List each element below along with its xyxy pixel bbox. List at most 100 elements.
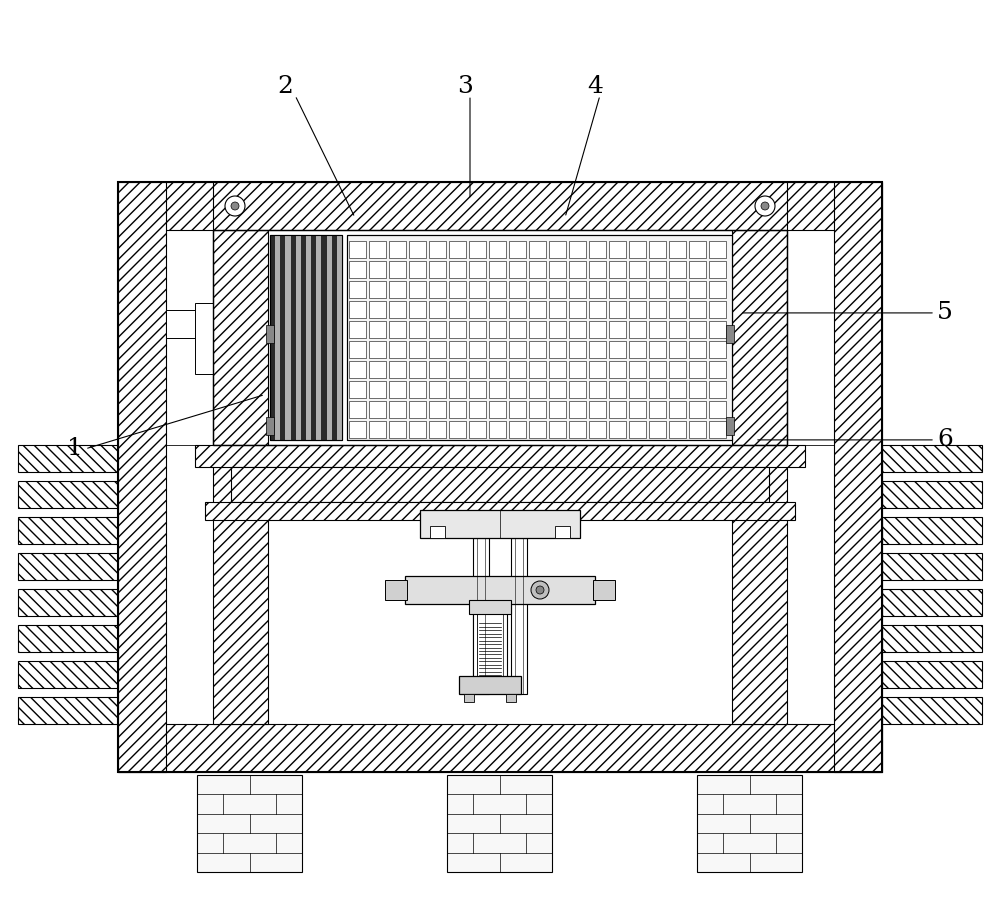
Bar <box>449 421 466 438</box>
Bar <box>349 401 366 418</box>
Bar <box>369 401 386 418</box>
Bar <box>489 421 506 438</box>
Text: 2: 2 <box>277 74 293 98</box>
Circle shape <box>225 196 245 216</box>
Bar <box>509 241 526 258</box>
Bar <box>349 341 366 358</box>
Bar <box>709 321 726 338</box>
Bar <box>509 341 526 358</box>
Bar <box>609 381 626 398</box>
Bar <box>270 235 342 440</box>
Bar <box>589 301 606 318</box>
Bar <box>609 321 626 338</box>
Bar <box>316 235 321 440</box>
Bar <box>629 301 646 318</box>
Bar <box>429 421 446 438</box>
Bar <box>389 401 406 418</box>
Bar <box>347 235 732 440</box>
Bar <box>689 341 706 358</box>
Bar <box>213 182 787 230</box>
Bar <box>489 261 506 278</box>
Bar <box>489 361 506 378</box>
Bar <box>205 502 795 520</box>
Bar <box>469 241 486 258</box>
Bar <box>429 261 446 278</box>
Circle shape <box>536 586 544 594</box>
Bar <box>369 241 386 258</box>
Bar <box>629 261 646 278</box>
Bar <box>369 341 386 358</box>
Bar <box>689 301 706 318</box>
Bar <box>429 281 446 298</box>
Bar <box>649 241 666 258</box>
Bar <box>589 361 606 378</box>
Bar <box>166 230 213 445</box>
Bar <box>649 261 666 278</box>
Bar <box>589 281 606 298</box>
Bar <box>709 301 726 318</box>
Bar <box>726 417 734 435</box>
Bar <box>420 510 580 538</box>
Bar <box>549 401 566 418</box>
Bar <box>349 421 366 438</box>
Bar <box>509 421 526 438</box>
Bar <box>266 417 274 435</box>
Bar <box>489 321 506 338</box>
Bar <box>609 241 626 258</box>
Bar <box>709 401 726 418</box>
Bar <box>589 261 606 278</box>
Bar <box>118 182 882 230</box>
Bar <box>529 361 546 378</box>
Bar <box>213 230 787 445</box>
Bar <box>569 381 586 398</box>
Bar <box>509 361 526 378</box>
Text: 4: 4 <box>587 74 603 98</box>
Bar <box>469 341 486 358</box>
Bar <box>449 241 466 258</box>
Bar <box>469 600 511 614</box>
Bar <box>327 235 332 440</box>
Bar <box>609 361 626 378</box>
Bar <box>405 576 595 604</box>
Bar <box>709 341 726 358</box>
Bar <box>555 526 570 538</box>
Bar <box>332 235 337 440</box>
Bar <box>629 421 646 438</box>
Bar <box>649 281 666 298</box>
Bar <box>549 301 566 318</box>
Bar <box>369 321 386 338</box>
Bar <box>349 261 366 278</box>
Bar <box>449 381 466 398</box>
Bar <box>882 625 982 652</box>
Bar <box>669 261 686 278</box>
Bar <box>549 321 566 338</box>
Bar <box>709 261 726 278</box>
Bar <box>609 301 626 318</box>
Bar <box>569 361 586 378</box>
Bar <box>882 445 982 472</box>
Bar <box>649 421 666 438</box>
Bar <box>349 381 366 398</box>
Bar <box>529 241 546 258</box>
Bar <box>509 281 526 298</box>
Bar <box>489 281 506 298</box>
Bar <box>449 261 466 278</box>
Bar <box>669 341 686 358</box>
Bar <box>409 341 426 358</box>
Bar <box>197 775 302 872</box>
Bar <box>589 321 606 338</box>
Bar <box>118 182 166 772</box>
Bar <box>609 281 626 298</box>
Text: 6: 6 <box>937 428 953 452</box>
Bar <box>569 321 586 338</box>
Bar <box>629 241 646 258</box>
Bar <box>349 301 366 318</box>
Bar <box>464 694 474 702</box>
Bar <box>629 341 646 358</box>
Bar <box>629 381 646 398</box>
Bar <box>509 321 526 338</box>
Bar <box>291 235 296 440</box>
Bar <box>629 361 646 378</box>
Bar <box>787 445 834 724</box>
Bar <box>629 401 646 418</box>
